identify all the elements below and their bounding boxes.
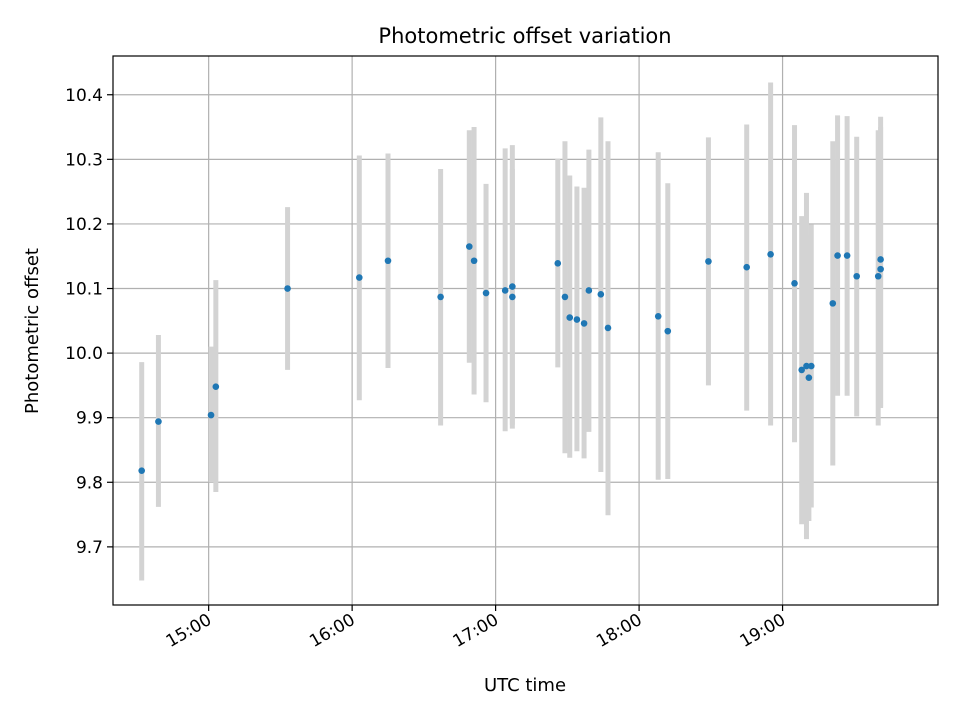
- y-tick-label: 10.3: [65, 150, 103, 170]
- data-point: [798, 366, 805, 374]
- y-tick-label: 10.2: [65, 215, 103, 235]
- data-point: [803, 362, 810, 370]
- plot-frame: [112, 55, 939, 606]
- data-markers: [138, 243, 884, 474]
- data-point: [212, 383, 220, 390]
- y-tick-label: 9.9: [76, 409, 103, 429]
- y-tick-label: 9.8: [76, 473, 103, 493]
- data-point: [791, 280, 798, 287]
- y-tick-label: 9.7: [76, 538, 103, 558]
- y-axis-ticks: 9.7 9.8 9.9 10.0 10.1 10.2 10.3 10.4: [65, 86, 113, 558]
- data-point: [877, 256, 884, 263]
- y-axis-label: Photometric offset: [22, 248, 43, 414]
- y-tick-label: 10.1: [65, 280, 103, 300]
- data-point: [585, 287, 593, 294]
- data-point: [597, 291, 605, 298]
- data-point: [580, 320, 588, 327]
- data-point: [501, 287, 509, 294]
- data-point: [807, 362, 815, 370]
- data-point: [573, 316, 581, 323]
- data-point: [356, 274, 363, 281]
- data-point: [654, 312, 662, 320]
- data-point: [554, 260, 562, 267]
- y-tick-label: 10.0: [65, 344, 103, 364]
- data-point: [604, 324, 612, 332]
- data-point: [874, 272, 882, 280]
- data-point: [853, 272, 860, 280]
- x-axis-label: UTC time: [484, 675, 566, 696]
- y-tick-label: 10.4: [65, 86, 103, 106]
- data-point: [767, 250, 774, 258]
- data-point: [561, 293, 569, 301]
- data-point: [470, 257, 478, 265]
- data-point: [743, 263, 750, 271]
- data-point: [155, 418, 162, 425]
- data-point: [843, 252, 851, 259]
- data-point: [207, 411, 215, 419]
- data-point: [138, 467, 145, 474]
- data-point: [705, 258, 712, 265]
- data-point: [664, 327, 672, 335]
- data-point: [877, 265, 884, 273]
- data-point: [834, 252, 841, 259]
- data-point: [437, 293, 444, 301]
- data-point: [829, 300, 837, 307]
- data-point: [482, 289, 490, 297]
- data-point: [805, 374, 813, 381]
- data-point: [566, 314, 574, 321]
- data-point: [466, 243, 473, 250]
- data-point: [509, 293, 516, 301]
- data-point: [509, 283, 516, 290]
- chart-title: Photometric offset variation: [378, 24, 671, 48]
- data-point: [384, 257, 392, 265]
- data-point: [284, 285, 291, 292]
